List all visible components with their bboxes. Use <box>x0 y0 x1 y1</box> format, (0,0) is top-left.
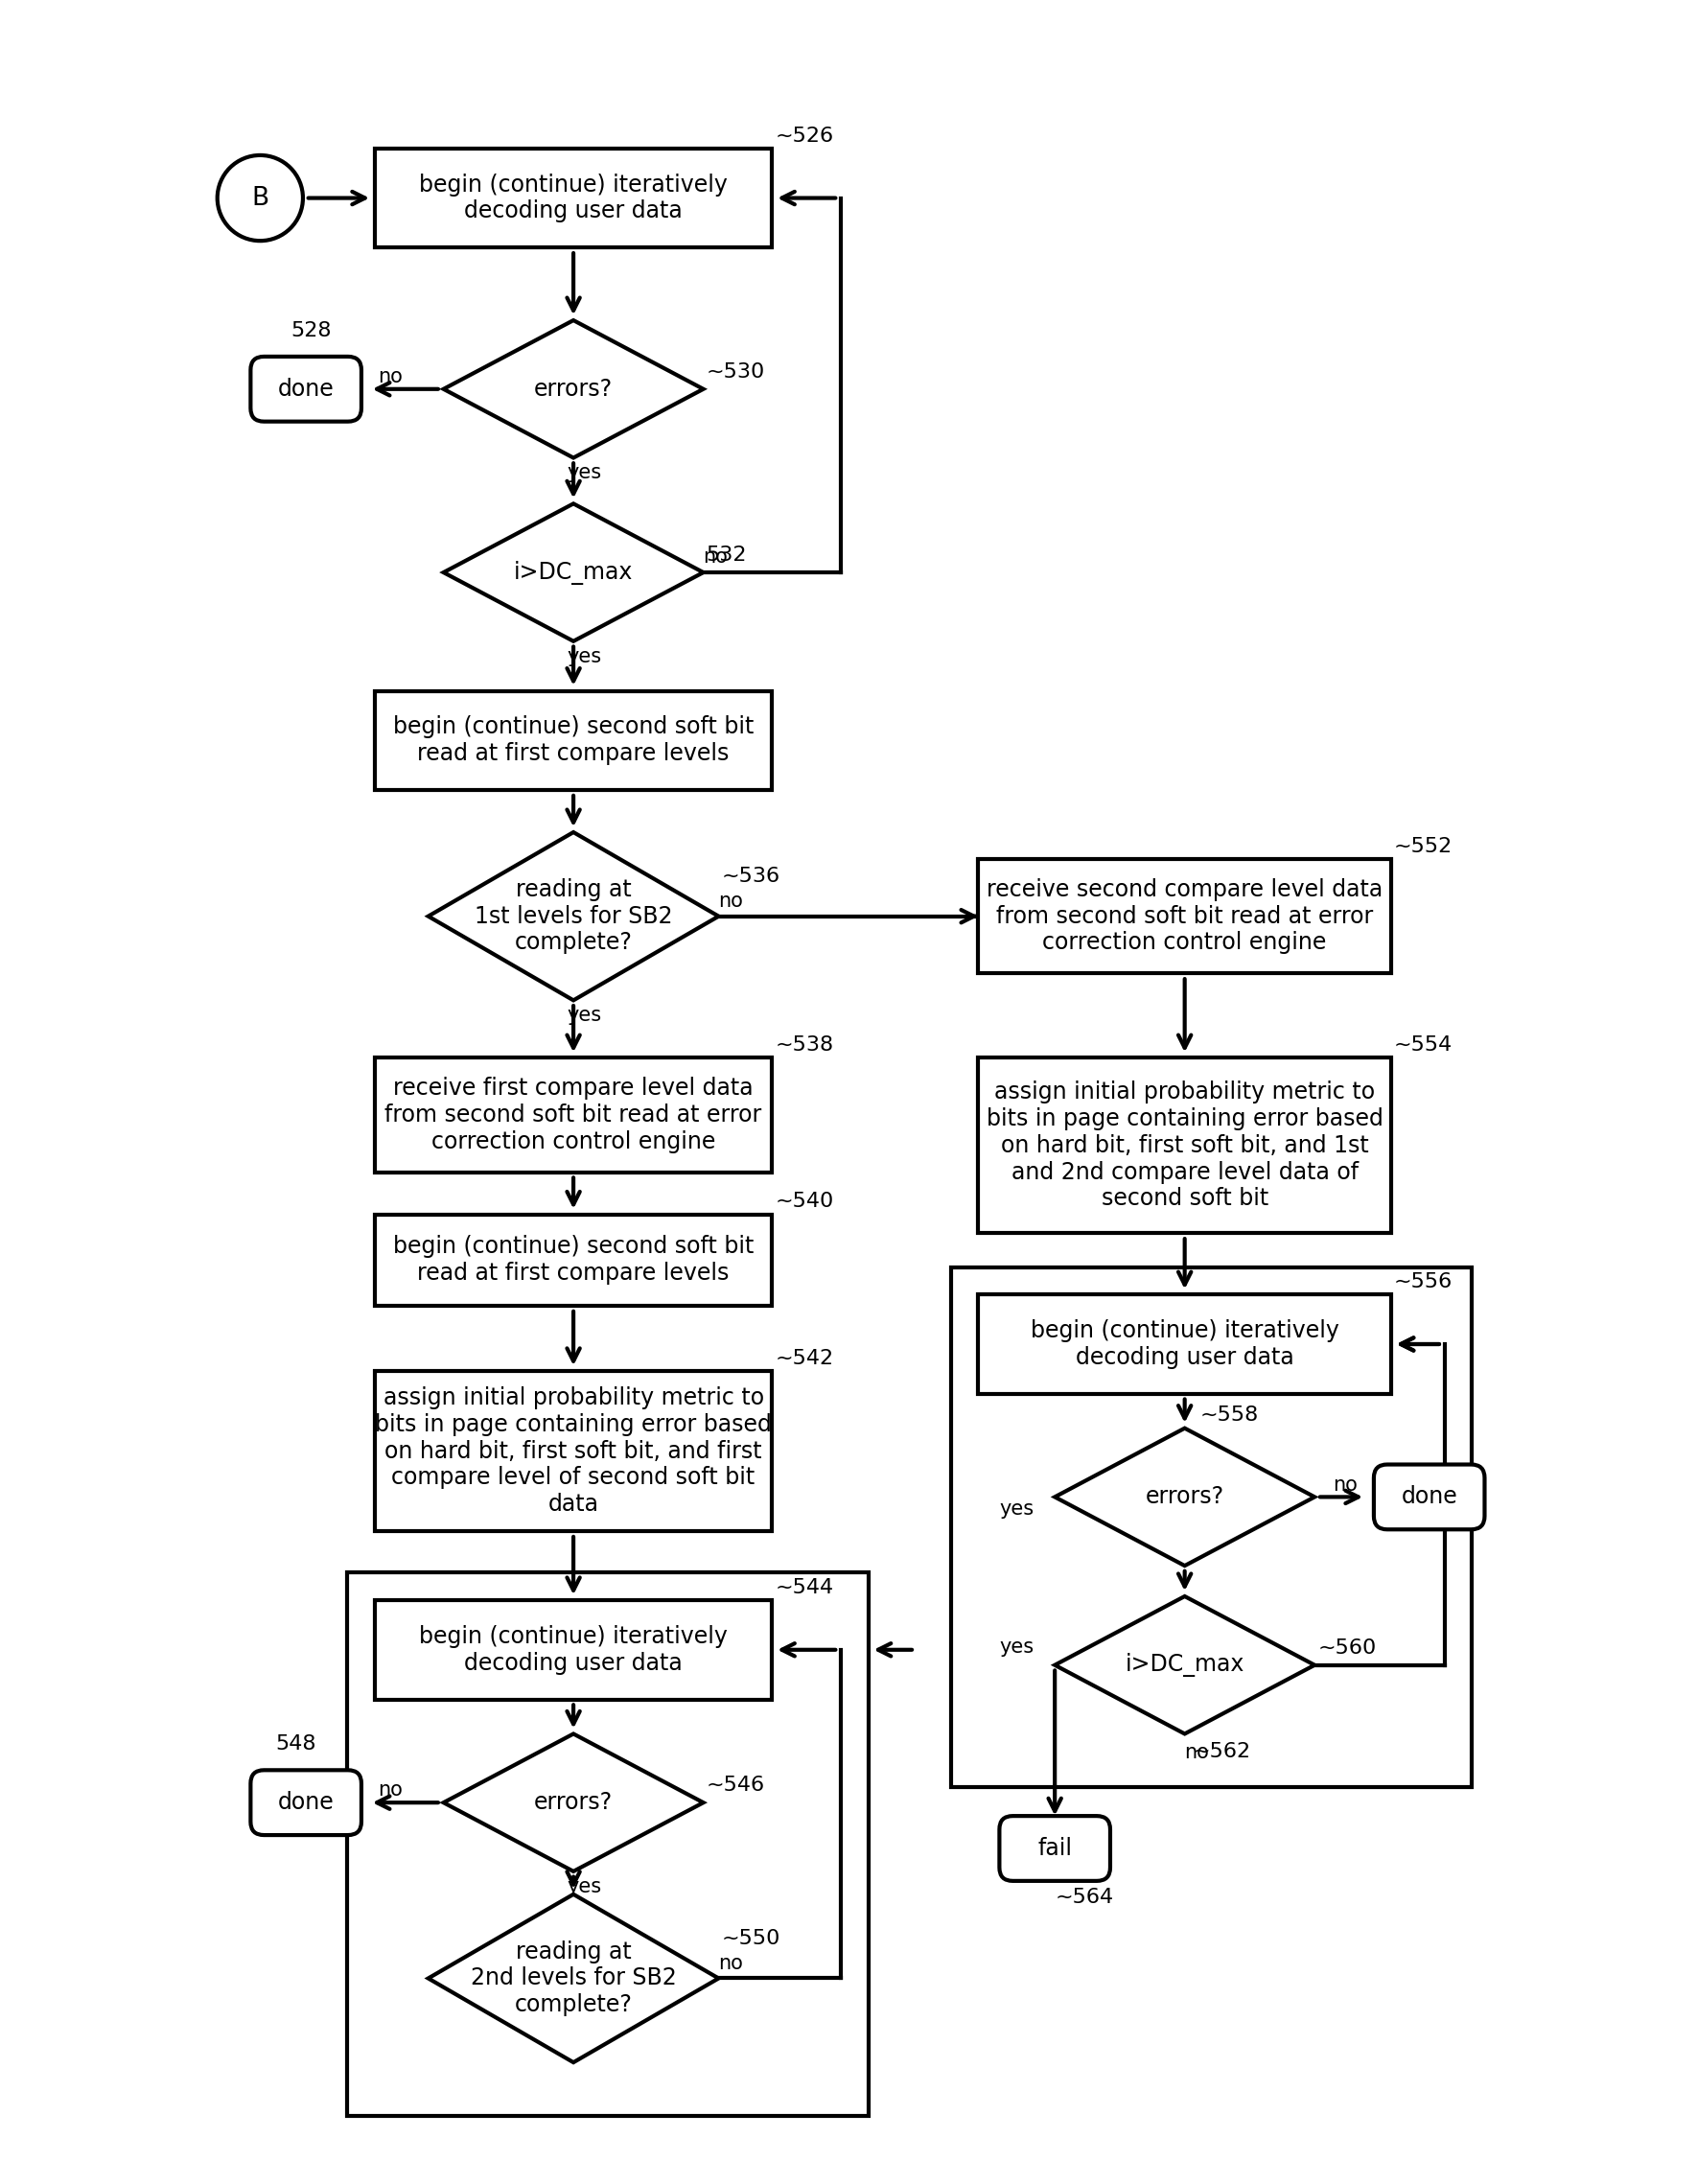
Text: i>DC_max: i>DC_max <box>514 561 633 585</box>
Text: reading at
2nd levels for SB2
complete?: reading at 2nd levels for SB2 complete? <box>470 1939 677 2016</box>
Text: ~552: ~552 <box>1393 836 1453 856</box>
Text: assign initial probability metric to
bits in page containing error based
on hard: assign initial probability metric to bit… <box>375 1387 772 1516</box>
Text: ~538: ~538 <box>776 1035 833 1055</box>
FancyBboxPatch shape <box>1000 1815 1110 1880</box>
FancyBboxPatch shape <box>375 1372 772 1531</box>
Text: yes: yes <box>567 646 601 666</box>
Text: i>DC_max: i>DC_max <box>1125 1653 1244 1677</box>
Text: ~546: ~546 <box>706 1776 765 1795</box>
FancyBboxPatch shape <box>375 1057 772 1173</box>
Text: 532: 532 <box>706 546 747 566</box>
Text: ~550: ~550 <box>721 1928 781 1948</box>
Text: ~526: ~526 <box>776 127 833 146</box>
Text: no: no <box>703 548 728 566</box>
FancyBboxPatch shape <box>375 690 772 791</box>
FancyBboxPatch shape <box>979 858 1392 974</box>
Text: ~542: ~542 <box>776 1350 833 1367</box>
FancyBboxPatch shape <box>375 1601 772 1699</box>
Polygon shape <box>1056 1428 1315 1566</box>
Text: yes: yes <box>567 1876 601 1896</box>
Text: done: done <box>1402 1485 1458 1509</box>
FancyBboxPatch shape <box>375 1214 772 1306</box>
Text: B: B <box>251 186 268 210</box>
Text: done: done <box>278 1791 334 1815</box>
FancyBboxPatch shape <box>979 1057 1392 1234</box>
Text: done: done <box>278 378 334 400</box>
Text: errors?: errors? <box>1145 1485 1224 1509</box>
Text: errors?: errors? <box>535 378 613 400</box>
Text: errors?: errors? <box>535 1791 613 1815</box>
Text: ~534: ~534 <box>706 714 765 734</box>
FancyBboxPatch shape <box>979 1295 1392 1393</box>
Text: ~560: ~560 <box>1317 1638 1376 1658</box>
Text: begin (continue) iteratively
decoding user data: begin (continue) iteratively decoding us… <box>419 173 728 223</box>
Text: no: no <box>718 891 743 911</box>
Text: ~564: ~564 <box>1056 1887 1113 1907</box>
Text: ~536: ~536 <box>721 867 781 887</box>
Circle shape <box>217 155 304 240</box>
Text: no: no <box>1332 1474 1358 1494</box>
Text: no: no <box>378 1780 402 1800</box>
Text: ~554: ~554 <box>1393 1035 1453 1055</box>
Text: ~556: ~556 <box>1393 1273 1453 1291</box>
Text: begin (continue) iteratively
decoding user data: begin (continue) iteratively decoding us… <box>1030 1319 1339 1369</box>
Polygon shape <box>443 505 703 642</box>
Text: 548: 548 <box>275 1734 316 1754</box>
Text: no: no <box>718 1952 743 1972</box>
Polygon shape <box>1056 1597 1315 1734</box>
Text: no: no <box>378 367 402 387</box>
FancyBboxPatch shape <box>1375 1465 1485 1529</box>
Text: fail: fail <box>1037 1837 1073 1861</box>
Text: receive first compare level data
from second soft bit read at error
correction c: receive first compare level data from se… <box>385 1077 762 1153</box>
Text: 528: 528 <box>290 321 331 341</box>
Text: yes: yes <box>567 463 601 483</box>
Text: begin (continue) second soft bit
read at first compare levels: begin (continue) second soft bit read at… <box>394 1236 753 1284</box>
Text: yes: yes <box>1000 1500 1033 1518</box>
FancyBboxPatch shape <box>251 356 361 422</box>
FancyBboxPatch shape <box>251 1769 361 1835</box>
Text: ~530: ~530 <box>706 363 765 382</box>
Text: reading at
1st levels for SB2
complete?: reading at 1st levels for SB2 complete? <box>475 878 672 954</box>
Text: begin (continue) iteratively
decoding user data: begin (continue) iteratively decoding us… <box>419 1625 728 1675</box>
Text: begin (continue) second soft bit
read at first compare levels: begin (continue) second soft bit read at… <box>394 716 753 764</box>
Text: yes: yes <box>567 1007 601 1024</box>
Text: ~558: ~558 <box>1200 1406 1259 1426</box>
Text: ~540: ~540 <box>776 1192 833 1212</box>
Text: receive second compare level data
from second soft bit read at error
correction : receive second compare level data from s… <box>986 878 1383 954</box>
Polygon shape <box>443 321 703 459</box>
FancyBboxPatch shape <box>375 149 772 247</box>
Text: ~544: ~544 <box>776 1577 833 1597</box>
Text: assign initial probability metric to
bits in page containing error based
on hard: assign initial probability metric to bit… <box>986 1081 1383 1210</box>
Text: yes: yes <box>1000 1638 1033 1655</box>
Text: ~562: ~562 <box>1193 1743 1251 1760</box>
Polygon shape <box>428 832 718 1000</box>
Text: no: no <box>1185 1743 1210 1762</box>
Polygon shape <box>443 1734 703 1872</box>
Polygon shape <box>428 1894 718 2062</box>
